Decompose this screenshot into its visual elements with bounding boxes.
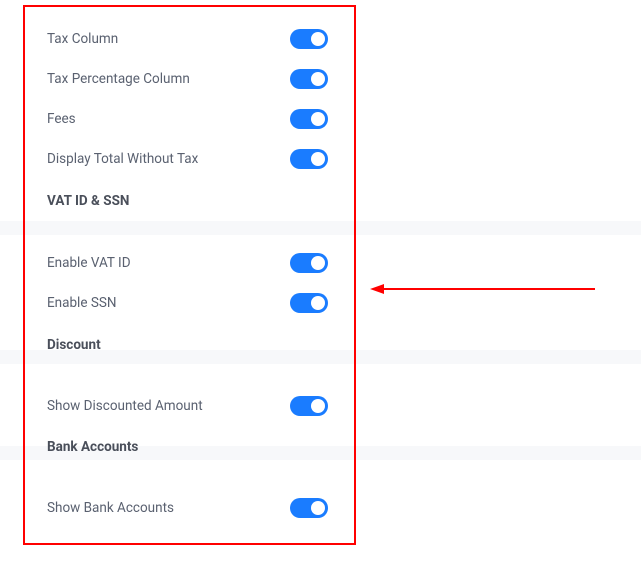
setting-label: Tax Column bbox=[47, 31, 118, 47]
spacer bbox=[47, 367, 336, 387]
spacer bbox=[47, 223, 336, 243]
section-heading-bank-accounts: Bank Accounts bbox=[47, 425, 336, 469]
toggle-fees[interactable] bbox=[290, 109, 328, 129]
toggle-show-bank-accounts[interactable] bbox=[290, 498, 328, 518]
setting-row-tax-percentage-column: Tax Percentage Column bbox=[47, 59, 336, 99]
spacer bbox=[47, 469, 336, 489]
setting-row-enable-ssn: Enable SSN bbox=[47, 283, 336, 323]
setting-label: Tax Percentage Column bbox=[47, 71, 190, 87]
toggle-show-discounted-amount[interactable] bbox=[290, 396, 328, 416]
setting-label: Fees bbox=[47, 111, 76, 127]
section-heading-vat-ssn: VAT ID & SSN bbox=[47, 179, 336, 223]
setting-label: Enable VAT ID bbox=[47, 255, 131, 271]
toggle-enable-ssn[interactable] bbox=[290, 293, 328, 313]
setting-label: Show Discounted Amount bbox=[47, 398, 203, 414]
setting-label: Display Total Without Tax bbox=[47, 151, 198, 167]
toggle-tax-percentage-column[interactable] bbox=[290, 69, 328, 89]
setting-row-enable-vat-id: Enable VAT ID bbox=[47, 243, 336, 283]
setting-label: Show Bank Accounts bbox=[47, 500, 174, 516]
setting-row-display-total-without-tax: Display Total Without Tax bbox=[47, 139, 336, 179]
settings-panel-highlighted: Tax Column Tax Percentage Column Fees Di… bbox=[23, 5, 356, 545]
toggle-display-total-without-tax[interactable] bbox=[290, 149, 328, 169]
setting-row-show-discounted-amount: Show Discounted Amount bbox=[47, 387, 336, 425]
section-heading-discount: Discount bbox=[47, 323, 336, 367]
setting-row-show-bank-accounts: Show Bank Accounts bbox=[47, 489, 336, 527]
toggle-tax-column[interactable] bbox=[290, 29, 328, 49]
setting-row-fees: Fees bbox=[47, 99, 336, 139]
toggle-enable-vat-id[interactable] bbox=[290, 253, 328, 273]
setting-row-tax-column: Tax Column bbox=[47, 19, 336, 59]
setting-label: Enable SSN bbox=[47, 295, 117, 311]
